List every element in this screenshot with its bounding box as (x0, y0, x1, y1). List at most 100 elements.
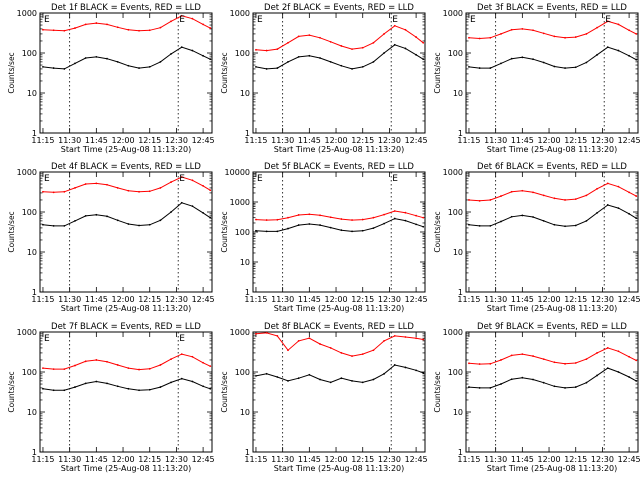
data-point-lld (329, 40, 332, 43)
y-tick-label: 10 (453, 248, 463, 257)
x-tick-label: 12:45 (405, 295, 428, 304)
series-line-lld (468, 20, 637, 40)
x-tick-label: 12:15 (564, 136, 587, 145)
data-point-lld (276, 218, 279, 221)
y-axis-label: Counts/sec (433, 371, 442, 412)
data-point-lld (521, 189, 524, 192)
data-point-events (521, 376, 524, 379)
y-tick-label: 1 (32, 288, 37, 297)
data-point-events (308, 54, 311, 57)
data-point-lld (564, 199, 566, 201)
y-tick-label: 1000 (443, 328, 463, 337)
data-point-events (63, 224, 66, 227)
y-axis-label: Counts/sec (220, 52, 229, 93)
data-point-events (361, 65, 364, 68)
y-tick-label: 1000 (230, 328, 250, 337)
data-point-events (127, 64, 130, 67)
data-point-lld (52, 191, 55, 194)
data-point-lld (42, 367, 44, 370)
data-point-events (84, 57, 87, 59)
y-tick-label: 100 (235, 49, 250, 58)
y-tick-label: 1000 (443, 9, 463, 18)
data-point-events (255, 229, 257, 232)
data-point-lld (127, 367, 130, 370)
series-line-lld (42, 176, 211, 193)
data-point-lld (116, 187, 119, 189)
y-axis-label: Counts/sec (220, 371, 229, 412)
data-point-lld (500, 33, 502, 35)
y-tick-label: 10 (27, 408, 37, 417)
data-point-events (468, 386, 470, 388)
data-point-lld (340, 45, 343, 47)
data-point-lld (489, 199, 492, 201)
data-point-events (468, 65, 470, 68)
series-line-lld (42, 353, 211, 371)
x-tick-label: 12:30 (165, 455, 188, 464)
data-point-events (383, 222, 385, 225)
data-point-lld (42, 190, 44, 193)
plot-frame (465, 171, 639, 293)
data-point-lld (127, 28, 130, 31)
data-point-lld (628, 29, 631, 32)
panel-title: Det 5f BLACK = Events, RED = LLD (264, 162, 414, 172)
x-tick-label: 11:15 (244, 455, 267, 464)
panel-4: Det 4f BLACK = Events, RED = LLD 1 10 100 10… (7, 162, 215, 313)
data-point-lld (191, 355, 194, 358)
y-tick-label: 1000 (230, 9, 250, 18)
data-point-lld (383, 213, 385, 216)
x-axis-label: Start Time (25-Aug-08 11:13:20) (61, 464, 192, 473)
data-point-lld (351, 48, 353, 51)
data-point-lld (297, 35, 300, 38)
data-point-lld (255, 48, 257, 51)
y-tick-label: 100 (235, 368, 250, 377)
x-tick-label: 11:15 (244, 295, 267, 304)
x-axis-label: Start Time (25-Aug-08 11:13:20) (61, 145, 192, 154)
x-tick-label: 11:15 (244, 136, 267, 145)
e-marker: E (179, 334, 185, 344)
x-tick-label: 11:45 (511, 136, 534, 145)
panel-title: Det 9f BLACK = Events, RED = LLD (477, 322, 627, 332)
data-point-events (489, 67, 492, 69)
y-tick-label: 1000 (17, 168, 37, 177)
data-point-events (287, 60, 289, 63)
data-point-lld (404, 28, 407, 31)
data-point-events (42, 65, 44, 68)
data-point-lld (532, 355, 534, 357)
data-point-lld (372, 216, 375, 219)
data-point-lld (329, 216, 332, 219)
data-point-lld (209, 365, 212, 368)
x-tick-label: 12:45 (405, 136, 428, 145)
data-point-events (276, 376, 279, 378)
x-axis-label: Start Time (25-Aug-08 11:13:20) (487, 304, 618, 313)
x-tick-label: 11:45 (298, 136, 321, 145)
y-tick-label: 1 (458, 129, 463, 138)
data-point-lld (617, 350, 620, 353)
data-point-lld (148, 367, 151, 370)
x-tick-label: 11:30 (484, 295, 507, 304)
data-point-events (478, 67, 481, 69)
data-point-lld (351, 219, 353, 221)
data-point-events (361, 381, 364, 384)
y-tick-label: 10 (240, 258, 250, 267)
data-point-events (308, 373, 311, 376)
data-point-lld (585, 33, 588, 35)
data-point-events (500, 62, 502, 65)
panel-6: Det 6f BLACK = Events, RED = LLD 1 10 100 10… (433, 162, 640, 313)
data-point-events (500, 383, 502, 385)
data-point-events (596, 211, 598, 214)
data-point-lld (510, 354, 513, 357)
x-tick-label: 11:45 (85, 295, 108, 304)
y-tick-label: 10 (453, 89, 463, 98)
data-point-lld (180, 14, 183, 17)
data-point-lld (542, 194, 545, 197)
data-point-lld (521, 353, 524, 356)
data-point-events (553, 65, 556, 68)
x-tick-label: 12:15 (564, 455, 587, 464)
data-point-events (510, 215, 513, 218)
data-point-events (383, 372, 385, 375)
x-tick-label: 12:00 (112, 455, 135, 464)
y-tick-label: 1000 (230, 198, 250, 207)
data-point-lld (478, 363, 481, 365)
data-point-events (95, 55, 98, 58)
data-point-events (415, 223, 418, 226)
